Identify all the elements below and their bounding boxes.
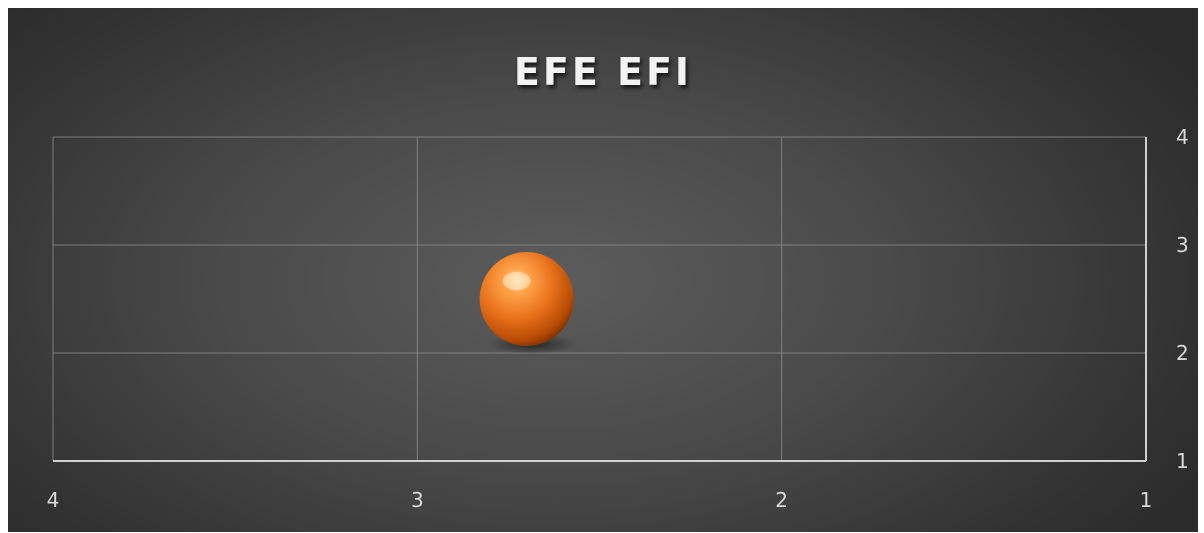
tick-layer: 4 3 2 11 2 3 4 <box>47 125 1189 512</box>
x-tick-label: 2 <box>775 488 788 512</box>
bubble-point <box>479 252 574 346</box>
y-tick-label: 4 <box>1176 125 1189 149</box>
bubble-highlight <box>502 272 531 290</box>
x-tick-label: 4 <box>47 488 60 512</box>
axis-layer <box>53 137 1147 462</box>
grid-layer <box>52 136 1147 462</box>
y-tick-label: 1 <box>1176 449 1189 473</box>
x-tick-label: 1 <box>1140 488 1153 512</box>
y-tick-label: 2 <box>1176 341 1189 365</box>
bubble-plot: 4 3 2 11 2 3 4 <box>47 125 1189 512</box>
mark-layer <box>479 252 578 355</box>
chart-title: EFE EFI <box>513 50 693 94</box>
y-tick-label: 3 <box>1176 233 1189 257</box>
x-tick-label: 3 <box>411 488 424 512</box>
